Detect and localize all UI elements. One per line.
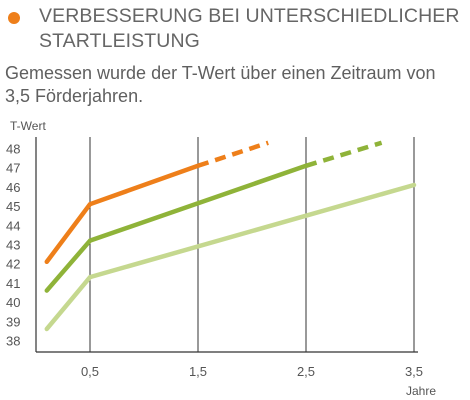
y-axis-title: T-Wert bbox=[10, 119, 46, 133]
axes bbox=[35, 137, 418, 353]
x-tick-label-3: 3,5 bbox=[405, 364, 423, 379]
chart-title-line-2: STARTLEISTUNG bbox=[39, 30, 200, 52]
y-tick-label-6: 44 bbox=[6, 218, 20, 233]
y-tick-label-8: 46 bbox=[6, 180, 20, 195]
x-tick-label-1: 1,5 bbox=[189, 364, 207, 379]
y-tick-label-2: 40 bbox=[6, 295, 20, 310]
orange-bullet-icon bbox=[8, 12, 20, 24]
x-axis-title: Jahre bbox=[406, 384, 436, 398]
x-tick-label-2: 2,5 bbox=[297, 364, 315, 379]
y-tick-label-1: 39 bbox=[6, 314, 20, 329]
series-0-dashed-extension bbox=[197, 140, 269, 168]
chart-title-line-1: VERBESSERUNG BEI UNTERSCHIEDLICHER bbox=[39, 5, 460, 27]
tick-labels: 38 39 40 41 42 43 44 45 46 47 48 0,5 1,5 2,5 3,5 bbox=[6, 142, 423, 379]
y-tick-label-0: 38 bbox=[6, 333, 20, 348]
title-row: VERBESSERUNG BEI UNTERSCHIEDLICHER START… bbox=[5, 4, 465, 54]
chart-subtitle: Gemessen wurde der T-Wert über einen Zei… bbox=[5, 62, 465, 108]
chart-subtitle-line-2: 3,5 Förderjahren. bbox=[5, 86, 144, 106]
grid-lines bbox=[89, 137, 415, 352]
series-1-line bbox=[44, 163, 309, 293]
y-tick-label-9: 47 bbox=[6, 161, 20, 176]
chart-title: VERBESSERUNG BEI UNTERSCHIEDLICHER START… bbox=[39, 4, 465, 54]
y-tick-label-10: 48 bbox=[6, 142, 20, 157]
chart-header: VERBESSERUNG BEI UNTERSCHIEDLICHER START… bbox=[5, 4, 465, 108]
y-tick-label-4: 42 bbox=[6, 257, 20, 272]
series-0-line bbox=[44, 163, 201, 265]
chart-subtitle-line-1: Gemessen wurde der T-Wert über einen Zei… bbox=[5, 63, 436, 83]
series-lines bbox=[44, 140, 417, 332]
series-2-line bbox=[44, 182, 417, 332]
x-tick-label-0: 0,5 bbox=[81, 364, 99, 379]
y-tick-label-3: 41 bbox=[6, 276, 20, 291]
y-tick-label-5: 43 bbox=[6, 238, 20, 253]
series-1-dashed-extension bbox=[305, 140, 383, 168]
y-tick-label-7: 45 bbox=[6, 199, 20, 214]
